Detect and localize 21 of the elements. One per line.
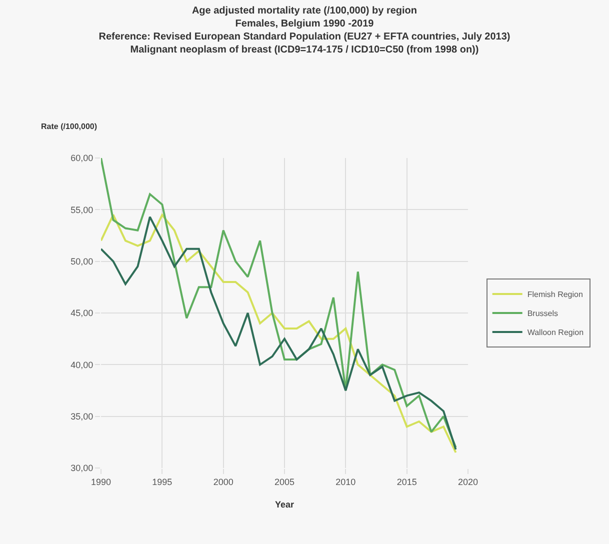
x-tick-label: 2010 [336, 476, 356, 487]
y-tick-label: 50,00 [70, 256, 94, 266]
x-axis-title: Year [274, 500, 294, 510]
legend-label: Brussels [527, 309, 558, 318]
x-tick-label: 2020 [458, 476, 478, 487]
chart-title: Age adjusted mortality rate (/100,000) by region Females, Belgium 1990 -2019 Reference: Revised European Standard Population (EU27 + EFTA countries, July 2013) Malignant neoplasm of breast (ICD9=174-175 / ICD10=C50 (from 1998 on)) [98, 6, 510, 56]
y-tick-label: 30,00 [70, 463, 94, 474]
y-tick-label: 40,00 [70, 360, 94, 370]
line-series [101, 158, 457, 448]
legend-label: Flemish Region [527, 290, 583, 300]
legend-label: Walloon Region [527, 328, 584, 338]
x-tick-label: 2005 [274, 476, 295, 487]
x-tick-label: 2000 [213, 476, 234, 487]
y-axis-title: Rate (/100,000) [41, 122, 98, 131]
x-tick-label: 1990 [90, 476, 112, 487]
x-tick-label: 1995 [152, 476, 172, 487]
x-tick-label: 2015 [396, 476, 417, 487]
y-tick-label: 45,00 [70, 308, 94, 318]
y-tick-label: 60,00 [70, 153, 94, 164]
y-tick-label: 35,00 [70, 411, 94, 422]
y-tick-label: 55,00 [70, 204, 94, 215]
